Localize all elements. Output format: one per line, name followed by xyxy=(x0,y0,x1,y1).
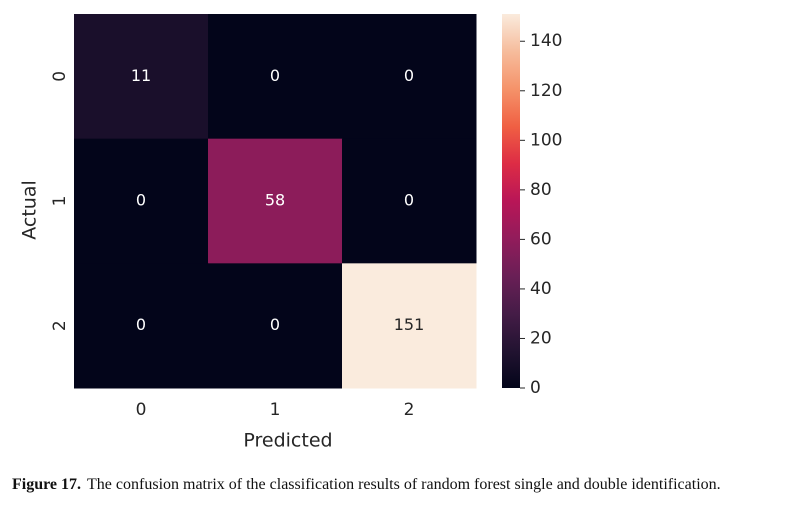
colorbar-tick-label: 100 xyxy=(530,130,562,150)
x-tick-label: 0 xyxy=(136,400,147,420)
cell xyxy=(74,138,209,264)
colorbar-tick-label: 0 xyxy=(530,378,541,398)
x-tick-label: 1 xyxy=(270,400,281,420)
cell xyxy=(208,14,343,140)
cell xyxy=(208,263,343,389)
y-axis-label: Actual xyxy=(19,180,41,240)
cell xyxy=(74,14,209,140)
colorbar xyxy=(502,14,520,388)
cell xyxy=(342,263,477,389)
y-tick-label: 2 xyxy=(50,320,70,331)
y-tick-label: 0 xyxy=(50,71,70,82)
colorbar-tick-label: 60 xyxy=(530,229,552,249)
colorbar-tick-label: 120 xyxy=(530,81,562,101)
colorbar-tick-label: 80 xyxy=(530,180,552,200)
cell-label: 0 xyxy=(270,315,280,334)
colorbar-tick-label: 140 xyxy=(530,31,562,51)
cell-label: 0 xyxy=(404,66,414,85)
cell-label: 151 xyxy=(394,315,425,334)
colorbar-tick-label: 40 xyxy=(530,279,552,299)
cell-label: 0 xyxy=(270,66,280,85)
cell-label: 58 xyxy=(265,191,285,210)
cell-label: 0 xyxy=(404,191,414,210)
cell xyxy=(342,138,477,264)
caption-label: Figure 17. xyxy=(12,476,82,493)
cell-label: 0 xyxy=(136,191,146,210)
cell xyxy=(208,138,343,264)
colorbar-tick-label: 20 xyxy=(530,328,552,348)
cell-label: 11 xyxy=(131,66,151,85)
x-axis-label: Predicted xyxy=(243,430,332,452)
x-tick-label: 2 xyxy=(404,400,415,420)
y-tick-label: 1 xyxy=(50,196,70,207)
caption-text: The confusion matrix of the classificati… xyxy=(87,476,721,493)
cell xyxy=(342,14,477,140)
caption: Figure 17. The confusion matrix of the cl… xyxy=(12,473,800,496)
cell xyxy=(74,263,209,389)
cell-label: 0 xyxy=(136,315,146,334)
